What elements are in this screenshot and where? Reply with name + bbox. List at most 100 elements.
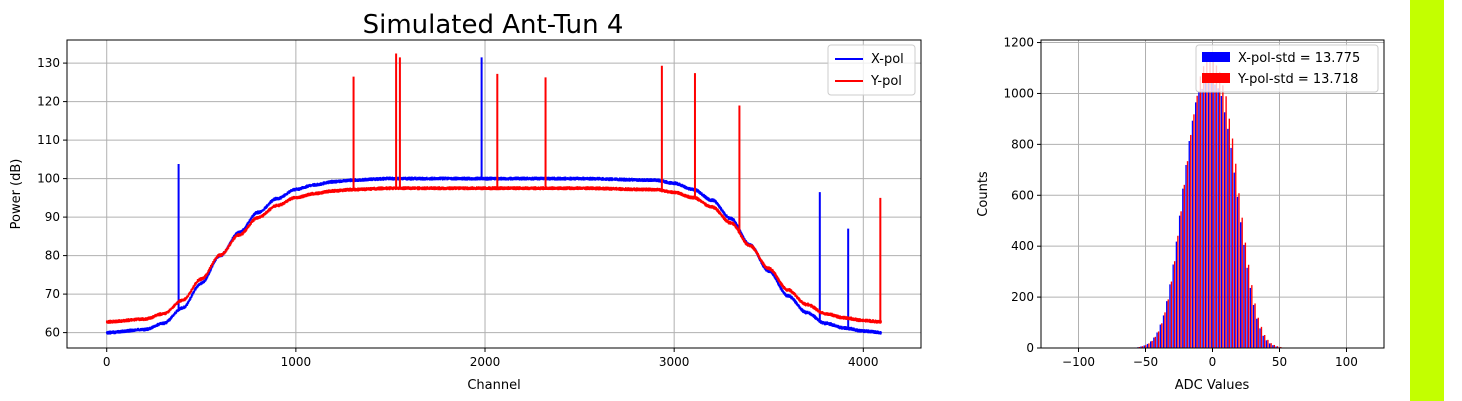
- histogram-bar-y-pol: [1173, 261, 1176, 348]
- accent-color-bar: [1410, 0, 1444, 401]
- histogram-bar-x-pol: [1214, 84, 1216, 349]
- histogram-bar-y-pol: [1251, 285, 1253, 348]
- histogram-bar-y-pol: [1219, 71, 1221, 348]
- histogram-bar-y-pol: [1209, 58, 1211, 348]
- y-tick-label: 0: [1026, 341, 1034, 355]
- histogram-bar-x-pol: [1217, 88, 1219, 349]
- histogram-bar-y-pol: [1157, 331, 1160, 348]
- histogram-bar-x-pol: [1243, 244, 1245, 348]
- x-tick-label: 1000: [281, 355, 312, 369]
- histogram-bar-x-pol: [1268, 343, 1271, 348]
- spectrum-y-ticks: 60 70 80 90 100 110 120 130: [37, 56, 67, 340]
- y-tick-label: 400: [1011, 239, 1034, 253]
- histogram-bar-x-pol: [1256, 318, 1258, 348]
- histogram-bar-x-pol: [1207, 80, 1210, 348]
- histogram-bar-x-pol: [1201, 88, 1203, 349]
- y-tick-label: 1000: [1003, 86, 1034, 100]
- x-tick-label: −50: [1133, 355, 1158, 369]
- histogram-chart: −100 −50 0 50 100 0 200 400 600 800 1000 1200 ADC …: [976, 36, 1385, 393]
- y-tick-label: 60: [45, 326, 60, 340]
- legend-swatch-y-pol-std: [1202, 73, 1230, 83]
- x-tick-label: 100: [1335, 355, 1358, 369]
- histogram-bar-x-pol: [1172, 264, 1174, 348]
- y-tick-label: 1200: [1003, 36, 1034, 50]
- histogram-bar-x-pol: [1204, 82, 1206, 348]
- spectrum-plot-frame: [66, 39, 922, 349]
- y-tick-label: 80: [45, 249, 60, 263]
- legend-label-x-pol-std: X-pol-std = 13.775: [1238, 51, 1360, 66]
- histogram-bar-y-pol: [1145, 345, 1147, 348]
- spectrum-series: [105, 53, 882, 335]
- histogram-legend-box: [1195, 44, 1379, 93]
- histogram-bar-y-pol: [1235, 163, 1237, 348]
- histogram-bar-y-pol: [1183, 184, 1185, 348]
- spectrum-x-axis-label: Channel: [467, 378, 520, 393]
- histogram-bar-x-pol: [1149, 341, 1152, 348]
- histogram-bar-x-pol: [1223, 112, 1226, 348]
- histogram-bar-x-pol: [1185, 164, 1187, 348]
- histogram-bar-x-pol: [1265, 340, 1268, 348]
- histogram-bar-y-pol: [1264, 335, 1266, 348]
- histogram-legend: X-pol-std = 13.775 Y-pol-std = 13.718: [1195, 44, 1379, 93]
- x-tick-label: 2000: [470, 355, 501, 369]
- histogram-bars: [1128, 58, 1292, 349]
- histogram-bar-y-pol: [1154, 336, 1157, 348]
- histogram-bar-y-pol: [1199, 76, 1202, 349]
- histogram-bar-y-pol: [1148, 343, 1150, 348]
- histogram-bar-y-pol: [1260, 326, 1263, 348]
- spectrum-legend-box: [827, 44, 916, 96]
- histogram-bar-y-pol: [1151, 340, 1153, 348]
- histogram-bar-x-pol: [1140, 346, 1142, 348]
- histogram-bar-y-pol: [1254, 303, 1256, 348]
- y-tick-label: 90: [45, 210, 60, 224]
- histogram-bar-y-pol: [1177, 235, 1179, 348]
- histogram-bar-x-pol: [1175, 241, 1178, 348]
- y-tick-label: 100: [37, 172, 60, 186]
- histogram-bar-y-pol: [1190, 134, 1192, 348]
- histogram-bar-y-pol: [1247, 264, 1250, 348]
- spectrum-title: Simulated Ant-Tun 4: [363, 10, 624, 40]
- histogram-bar-y-pol: [1225, 96, 1227, 348]
- histogram-x-ticks: −100 −50 0 50 100: [1062, 348, 1358, 369]
- histogram-bar-y-pol: [1228, 118, 1230, 349]
- histogram-bar-y-pol: [1276, 346, 1279, 348]
- y-tick-label: 130: [37, 56, 60, 70]
- histogram-bar-x-pol: [1195, 102, 1197, 348]
- histogram-bar-x-pol: [1275, 346, 1277, 348]
- histogram-bar-x-pol: [1236, 196, 1239, 348]
- x-tick-label: 3000: [659, 355, 690, 369]
- histogram-bar-x-pol: [1182, 188, 1184, 348]
- spectrum-grid: [67, 40, 921, 348]
- histogram-bar-y-pol: [1164, 312, 1166, 348]
- histogram-bar-y-pol: [1215, 65, 1218, 348]
- histogram-bar-x-pol: [1249, 287, 1252, 348]
- histogram-bar-x-pol: [1143, 345, 1145, 348]
- histogram-bar-y-pol: [1141, 346, 1144, 348]
- histogram-bar-y-pol: [1161, 323, 1163, 348]
- legend-label-x-pol: X-pol: [871, 52, 904, 67]
- histogram-bar-y-pol: [1202, 66, 1205, 348]
- y-tick-label: 110: [37, 133, 60, 147]
- histogram-bar-x-pol: [1159, 324, 1161, 348]
- y-tick-label: 600: [1011, 188, 1034, 202]
- histogram-bar-x-pol: [1191, 120, 1194, 348]
- histogram-bar-y-pol: [1193, 114, 1195, 348]
- spectrum-legend: X-pol Y-pol: [827, 44, 916, 96]
- histogram-y-axis-label: Counts: [976, 171, 991, 217]
- histogram-bar-y-pol: [1231, 138, 1234, 348]
- histogram-bar-x-pol: [1246, 267, 1248, 348]
- histogram-bar-x-pol: [1262, 335, 1264, 348]
- histogram-bar-y-pol: [1138, 346, 1140, 348]
- histogram-bar-x-pol: [1153, 337, 1155, 348]
- histogram-bar-y-pol: [1170, 281, 1173, 348]
- x-tick-label: −100: [1062, 355, 1095, 369]
- histogram-bar-y-pol: [1167, 299, 1169, 348]
- histogram-bar-x-pol: [1178, 215, 1181, 348]
- histogram-bar-x-pol: [1259, 328, 1261, 348]
- series-line-y-pol: [105, 186, 882, 324]
- spectrum-y-axis-label: Power (dB): [9, 159, 24, 230]
- histogram-bar-y-pol: [1267, 339, 1269, 348]
- histogram-bar-x-pol: [1166, 301, 1168, 348]
- histogram-bar-x-pol: [1220, 96, 1223, 348]
